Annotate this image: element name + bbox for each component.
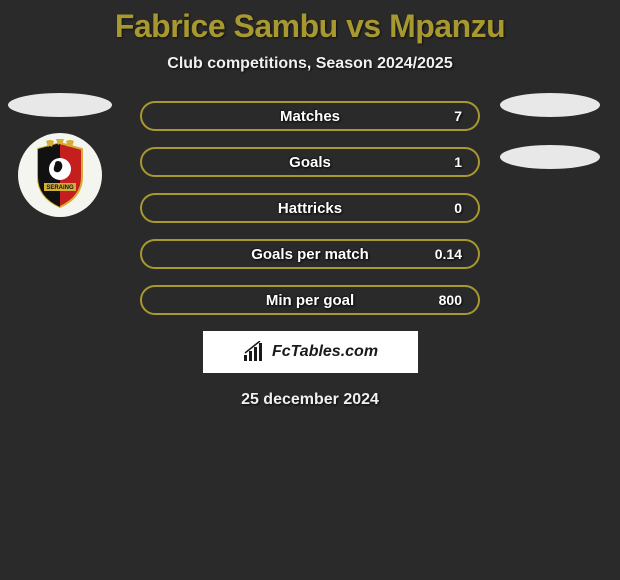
stat-row-goals: Goals 1 xyxy=(140,147,480,177)
player-photo-placeholder xyxy=(8,93,112,117)
stat-label: Min per goal xyxy=(266,292,354,309)
stat-value: 800 xyxy=(439,292,462,308)
stat-value: 1 xyxy=(454,154,462,170)
stat-row-goals-per-match: Goals per match 0.14 xyxy=(140,239,480,269)
stat-label: Matches xyxy=(280,108,340,125)
shield-icon: SERAING xyxy=(28,139,92,211)
club-crest-placeholder xyxy=(500,145,600,169)
stat-value: 0.14 xyxy=(435,246,462,262)
left-player-column: SERAING xyxy=(8,93,112,217)
brand-attribution[interactable]: FcTables.com xyxy=(203,331,418,373)
subtitle: Club competitions, Season 2024/2025 xyxy=(0,55,620,73)
player-photo-placeholder xyxy=(500,93,600,117)
brand-label: FcTables.com xyxy=(272,343,378,361)
stats-area: SERAING Matches 7 Goals 1 Hattricks 0 Go… xyxy=(0,101,620,315)
stat-label: Goals per match xyxy=(251,246,369,263)
stat-value: 7 xyxy=(454,108,462,124)
club-crest: SERAING xyxy=(18,133,102,217)
date-label: 25 december 2024 xyxy=(0,391,620,409)
stat-label: Goals xyxy=(289,154,331,171)
stat-label: Hattricks xyxy=(278,200,342,217)
bar-chart-icon xyxy=(242,341,268,363)
stat-value: 0 xyxy=(454,200,462,216)
svg-text:SERAING: SERAING xyxy=(46,185,74,191)
page-title: Fabrice Sambu vs Mpanzu xyxy=(0,0,620,45)
stat-row-hattricks: Hattricks 0 xyxy=(140,193,480,223)
stat-row-min-per-goal: Min per goal 800 xyxy=(140,285,480,315)
stat-row-matches: Matches 7 xyxy=(140,101,480,131)
stat-bars: Matches 7 Goals 1 Hattricks 0 Goals per … xyxy=(140,101,480,315)
right-player-column xyxy=(500,93,600,185)
